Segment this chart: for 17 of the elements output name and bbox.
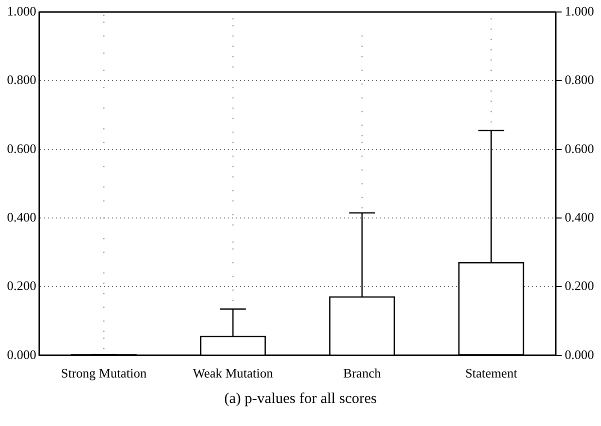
- y-tick-label: 1.000: [7, 3, 36, 18]
- x-tick-label: Strong Mutation: [61, 366, 148, 381]
- y2-tick-label: 0.600: [564, 140, 594, 156]
- x-tick-label: Statement: [465, 366, 518, 381]
- y2-tick-label: 0.400: [564, 209, 594, 224]
- y2-tick-label: 0.000: [564, 346, 594, 362]
- y-tick-label: 0.400: [7, 209, 36, 224]
- y2-tick-label: 0.200: [564, 278, 594, 294]
- y-tick-label: 0.600: [7, 140, 36, 156]
- y-tick-label: 0.000: [7, 346, 36, 362]
- y-tick-label: 0.200: [7, 278, 36, 294]
- y-tick-label: 0.800: [7, 72, 36, 88]
- y2-tick-label: 1.000: [564, 3, 594, 18]
- y2-tick-label: 0.800: [564, 72, 594, 88]
- text: (a) p-values for all scores: [223, 391, 378, 408]
- x-tick-label: Weak Mutation: [192, 366, 274, 381]
- x-tick-label: Branch: [343, 366, 382, 381]
